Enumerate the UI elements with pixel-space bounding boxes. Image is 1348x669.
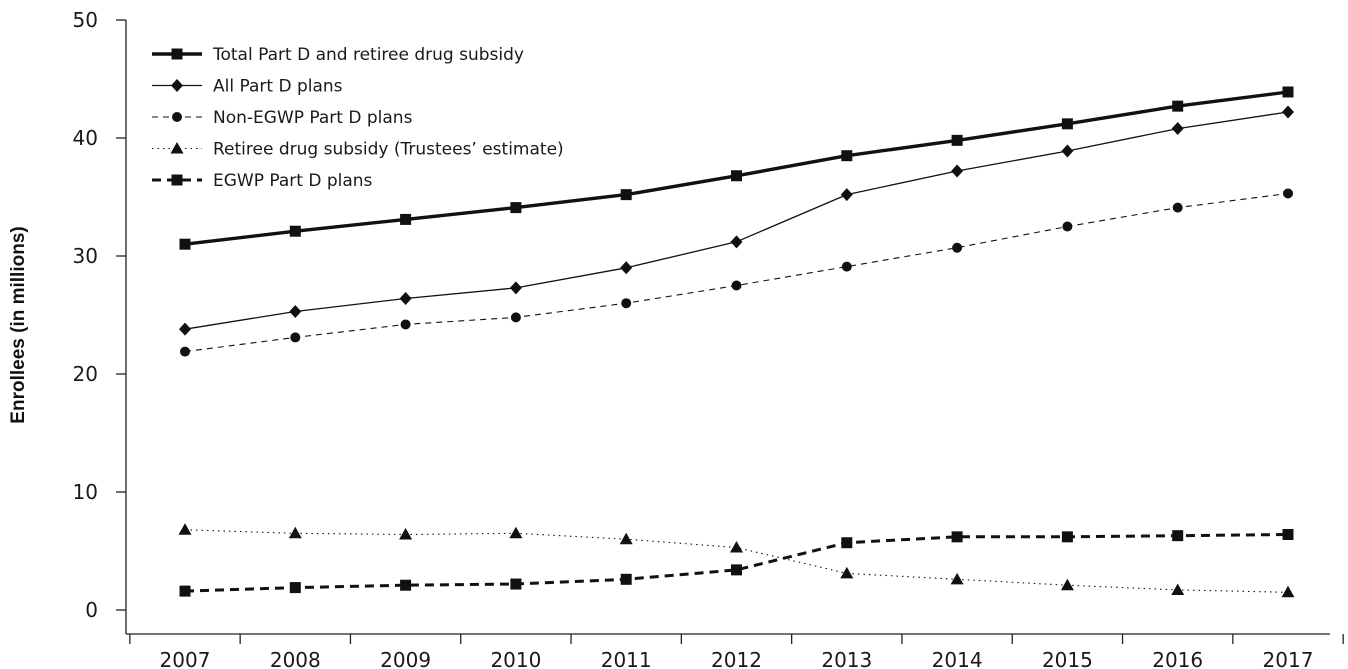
- series-3-point: [621, 298, 632, 309]
- legend-marker: [171, 174, 183, 186]
- series-2-point: [289, 304, 302, 318]
- series-3-point: [952, 242, 963, 253]
- series-1-point: [841, 150, 853, 162]
- series-5-point: [731, 564, 742, 576]
- series-2-point: [620, 261, 633, 275]
- series-5-point: [951, 531, 963, 543]
- legend-marker: [171, 48, 183, 60]
- x-tick-label: 2011: [601, 648, 652, 669]
- y-tick-label: 10: [73, 480, 98, 504]
- x-tick-label: 2008: [270, 648, 321, 669]
- series-line-3: [184, 192, 1289, 353]
- series-5-point: [1061, 531, 1073, 543]
- y-tick-label: 40: [73, 126, 98, 150]
- x-tick-label: 2013: [821, 648, 872, 669]
- series-3-point: [400, 319, 411, 330]
- y-tick-label: 50: [73, 8, 98, 32]
- series-4-point: [619, 532, 633, 545]
- series-5-point: [179, 585, 191, 597]
- series-line-4: [184, 529, 1289, 593]
- series-3-point: [290, 332, 301, 343]
- series-5-point: [1282, 528, 1294, 540]
- legend-marker: [171, 79, 183, 92]
- series-5-point: [841, 537, 853, 549]
- series-1-point: [179, 238, 191, 250]
- series-5-point: [400, 579, 412, 591]
- series-1-point: [400, 213, 412, 225]
- series-3-point: [731, 280, 742, 291]
- series-3-point: [1283, 188, 1293, 199]
- series-1-point: [510, 202, 522, 214]
- series-2-point: [951, 164, 964, 178]
- legend-label: Retiree drug subsidy (Trustees’ estimate…: [213, 140, 564, 160]
- legend-marker: [172, 112, 182, 122]
- legend-label: All Part D plans: [213, 77, 343, 97]
- series-4-point: [288, 526, 302, 539]
- x-tick-label: 2009: [380, 648, 431, 669]
- series-2-point: [1282, 105, 1294, 119]
- x-tick-label: 2007: [160, 648, 211, 669]
- series-2-point: [1171, 122, 1184, 136]
- series-3-point: [1172, 202, 1183, 213]
- series-5-point: [289, 582, 301, 594]
- series-2-point: [730, 235, 743, 249]
- y-tick-label: 0: [85, 598, 98, 622]
- x-tick-label: 2016: [1152, 648, 1203, 669]
- x-tick-label: 2010: [490, 648, 541, 669]
- x-tick-label: 2012: [711, 648, 762, 669]
- series-4-point: [840, 566, 854, 579]
- series-1-point: [1282, 86, 1294, 98]
- legend-label: EGWP Part D plans: [213, 171, 373, 191]
- x-tick-label: 2015: [1042, 648, 1093, 669]
- x-tick-label: 2017: [1263, 648, 1314, 669]
- series-1-point: [1061, 118, 1073, 130]
- series-4-point: [730, 540, 743, 553]
- series-3-point: [1062, 221, 1073, 232]
- series-2-point: [179, 322, 191, 336]
- series-5-point: [620, 573, 632, 585]
- series-3-point: [841, 261, 852, 272]
- series-5-point: [510, 578, 522, 590]
- y-tick-label: 20: [73, 362, 98, 386]
- series-1-point: [620, 189, 632, 201]
- series-line-5: [184, 533, 1289, 593]
- x-tick-label: 2014: [932, 648, 983, 669]
- series-4-point: [178, 523, 192, 535]
- y-tick-label: 30: [73, 244, 98, 268]
- legend-marker: [170, 142, 184, 154]
- series-3-point: [510, 312, 521, 323]
- series-2-point: [1061, 144, 1074, 158]
- series-4-point: [950, 572, 964, 585]
- series-4-point: [399, 527, 413, 540]
- series-1-point: [951, 134, 963, 146]
- series-5-point: [1172, 530, 1184, 542]
- series-2-point: [509, 281, 522, 295]
- series-3-point: [180, 346, 190, 357]
- series-4-point: [1060, 578, 1074, 591]
- legend-label: Non-EGWP Part D plans: [213, 108, 413, 128]
- series-1-point: [731, 170, 742, 182]
- series-1-point: [1172, 100, 1184, 112]
- series-1-point: [289, 225, 301, 237]
- series-2-point: [399, 291, 412, 305]
- series-4-point: [1281, 585, 1295, 598]
- y-axis-title: Enrollees (in millions): [8, 226, 29, 423]
- series-4-point: [1171, 583, 1185, 595]
- series-4-point: [509, 526, 523, 539]
- legend-label: Total Part D and retiree drug subsidy: [212, 45, 524, 65]
- series-2-point: [840, 188, 853, 202]
